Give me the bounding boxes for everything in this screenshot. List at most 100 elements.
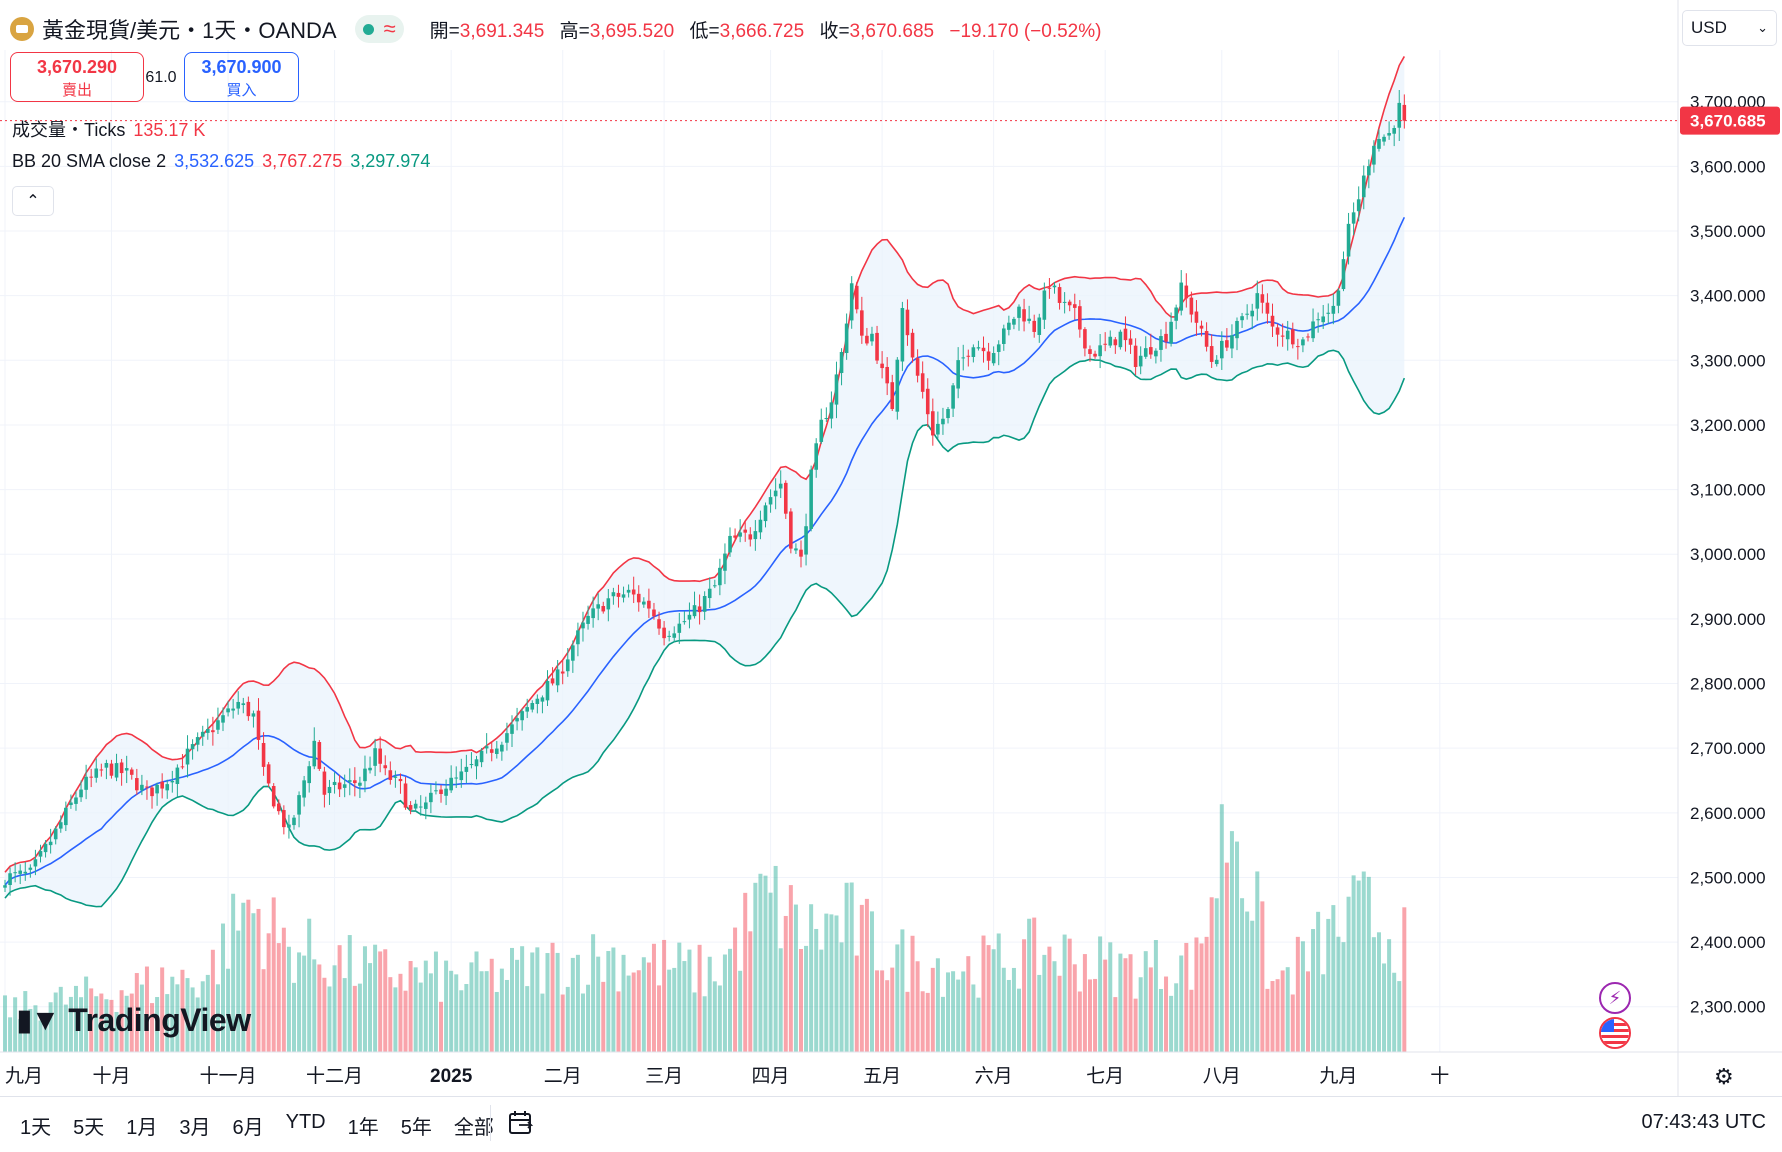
volume-bar [317, 964, 322, 1052]
volume-bar [1062, 934, 1067, 1052]
flash-icon[interactable]: ⚡ [1599, 982, 1631, 1014]
candle-body [1361, 175, 1366, 198]
volume-bar [525, 986, 530, 1052]
candle-body [728, 535, 732, 553]
range-6m[interactable]: 6月 [232, 1117, 264, 1139]
volume-bar [1270, 981, 1275, 1052]
candle-body [621, 594, 626, 598]
volume-bar [1255, 871, 1260, 1052]
candle-body [636, 593, 641, 603]
volume-bar [880, 970, 885, 1052]
volume-legend[interactable]: 成交量・Ticks 135.17 K [12, 116, 205, 142]
candle-body [1052, 285, 1057, 288]
volume-bar [276, 943, 281, 1052]
sell-button[interactable]: 3,670.290 賣出 [10, 52, 144, 102]
volume-bar [1229, 831, 1234, 1052]
range-ytd[interactable]: YTD [285, 1111, 326, 1133]
volume-bar [915, 961, 920, 1052]
candle-body [809, 469, 813, 529]
volume-bar [951, 971, 956, 1052]
volume-bar [307, 918, 312, 1052]
volume-bar [1113, 997, 1118, 1052]
volume-bar [986, 945, 991, 1052]
symbol-title[interactable]: 黃金現貨/美元・1天・OANDA [42, 18, 337, 43]
volume-bar [428, 973, 433, 1052]
tradingview-mark-icon: ▮▼ [16, 1004, 60, 1037]
candle-body [353, 780, 357, 784]
buy-button[interactable]: 3,670.900 買入 [184, 52, 299, 102]
candle-body [697, 606, 702, 613]
candle-body [778, 483, 783, 489]
volume-bar [210, 949, 215, 1052]
volume-bar [1290, 994, 1295, 1052]
range-5d[interactable]: 5天 [73, 1117, 105, 1139]
volume-bar [48, 1002, 53, 1052]
candle-body [33, 859, 38, 867]
range-3m[interactable]: 3月 [179, 1117, 211, 1139]
volume-bar [504, 979, 509, 1052]
volume-bar [352, 985, 357, 1052]
x-tick-label: 七月 [1086, 1065, 1124, 1087]
volume-bar [3, 995, 7, 1052]
candle-body [844, 323, 849, 354]
volume-bar [79, 997, 84, 1052]
chevron-up-icon: ⌃ [26, 193, 40, 210]
utc-clock[interactable]: 07:43:43 UTC [1641, 1111, 1766, 1133]
candle-body [211, 730, 215, 733]
range-1y[interactable]: 1年 [347, 1117, 379, 1139]
tradingview-logo[interactable]: ▮▼ TradingView [16, 1002, 251, 1039]
candle-body [1118, 331, 1123, 348]
volume-bar [1214, 898, 1219, 1052]
date-range-button[interactable] [490, 1105, 541, 1141]
candle-body [109, 763, 114, 776]
currency-select[interactable]: USD ⌄ [1682, 10, 1777, 46]
range-all[interactable]: 全部 [453, 1117, 494, 1139]
candle-body [246, 701, 251, 717]
volume-bar [489, 958, 494, 1052]
range-1m[interactable]: 1月 [126, 1117, 158, 1139]
candle-body [454, 777, 459, 779]
candle-body [540, 697, 545, 702]
bb-fill [5, 56, 1405, 907]
us-flag-icon[interactable] [1599, 1017, 1631, 1049]
volume-bar [814, 928, 819, 1052]
buy-price: 3,670.900 [201, 57, 282, 77]
chart-settings-gear-icon[interactable]: ⚙ [1714, 1064, 1734, 1089]
volume-bar [606, 951, 611, 1052]
range-1d[interactable]: 1天 [20, 1117, 52, 1139]
volume-bar [129, 993, 134, 1052]
bollinger-legend[interactable]: BB 20 SMA close 2 3,532.625 3,767.275 3,297… [12, 151, 430, 172]
volume-bar [1204, 936, 1209, 1052]
wave-icon: ≈ [383, 16, 396, 41]
candle-body [763, 505, 768, 522]
volume-bar [423, 960, 428, 1052]
candle-body [946, 409, 950, 419]
bb-lower-value: 3,297.974 [350, 151, 431, 171]
candle-body [839, 351, 844, 373]
volume-bar [494, 991, 499, 1052]
volume-bar [119, 990, 124, 1052]
candle-body [1042, 290, 1047, 320]
volume-bar [165, 994, 170, 1052]
spread-value: 61.0 [145, 69, 177, 86]
candle-body [738, 532, 742, 537]
volume-bar [809, 904, 814, 1052]
volume-bar [1311, 929, 1316, 1052]
volume-bar [499, 968, 504, 1052]
candle-body [799, 549, 803, 557]
volume-bar [302, 955, 307, 1052]
volume-bar [712, 981, 717, 1052]
range-5y[interactable]: 5年 [400, 1117, 432, 1139]
volume-bar [1295, 936, 1300, 1052]
candle-body [702, 596, 707, 612]
market-status-pill[interactable]: ≈ [354, 15, 404, 43]
candle-body [1296, 346, 1300, 348]
volume-bar [1371, 937, 1376, 1052]
volume-bar [23, 991, 28, 1052]
volume-bar [854, 955, 859, 1052]
candle-body [581, 622, 585, 629]
candle-body [1280, 335, 1285, 337]
candle-body [124, 768, 129, 771]
collapse-legend-button[interactable]: ⌃ [12, 186, 54, 216]
